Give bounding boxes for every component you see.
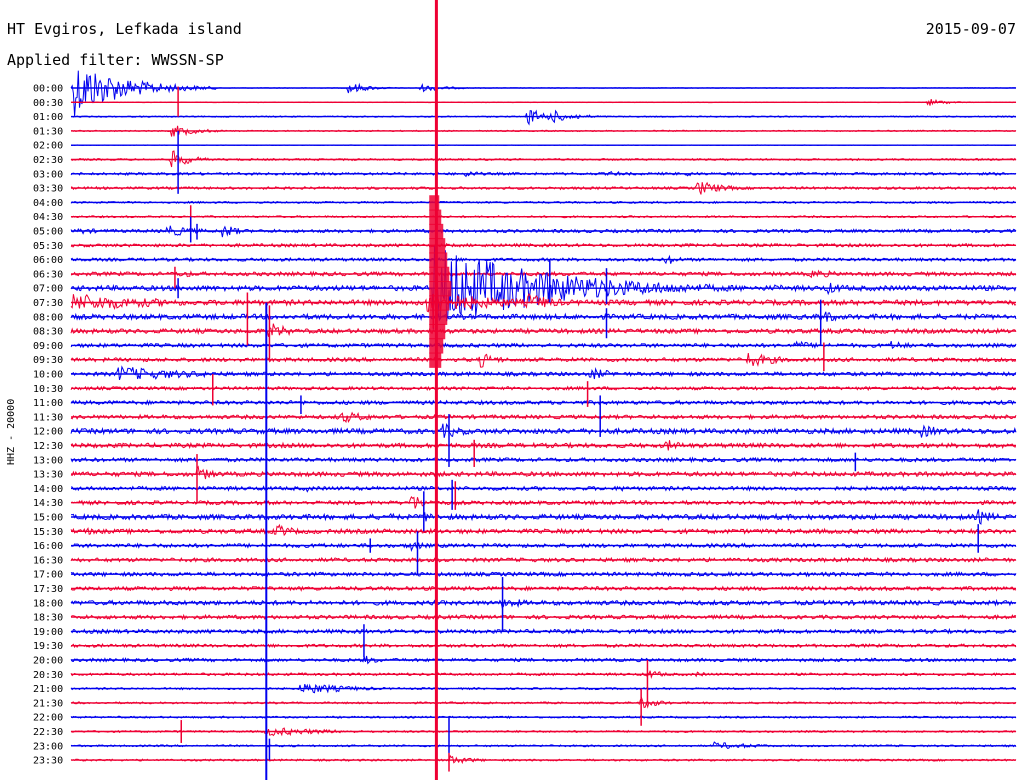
time-label: 09:00 [33, 341, 63, 352]
trace-0000 [70, 70, 1017, 117]
trace-2330 [70, 754, 1017, 765]
time-label: 04:30 [33, 212, 63, 223]
time-label: 22:00 [33, 713, 63, 724]
time-label: 18:30 [33, 613, 63, 624]
mainshock-block [429, 295, 450, 311]
time-label: 20:30 [33, 670, 63, 681]
trace-0830 [70, 323, 1017, 337]
time-label: 17:30 [33, 584, 63, 595]
mainshock-block [429, 252, 448, 268]
time-label: 11:00 [33, 398, 63, 409]
time-label: 22:30 [33, 727, 63, 738]
trace-1800 [70, 598, 1017, 610]
time-label: 18:00 [33, 598, 63, 609]
time-label: 02:00 [33, 141, 63, 152]
time-label: 20:00 [33, 656, 63, 667]
time-label: 23:00 [33, 741, 63, 752]
trace-1430 [70, 496, 1017, 509]
time-label: 12:00 [33, 427, 63, 438]
time-label: 13:00 [33, 455, 63, 466]
trace-0800 [70, 311, 1017, 322]
time-label: 06:30 [33, 269, 63, 280]
channel-label: HHZ - 20000 [6, 399, 17, 465]
time-label: 15:00 [33, 513, 63, 524]
time-label: 01:00 [33, 112, 63, 123]
mainshock-block [429, 309, 448, 325]
time-label: 13:30 [33, 470, 63, 481]
trace-0700 [70, 245, 1017, 330]
mainshock-block [429, 281, 452, 297]
time-labels: 00:00 00:30 01:00 01:30 02:00 02:30 03:00 03:30… [33, 84, 63, 767]
date-label: 2015-09-07 [925, 20, 1016, 38]
time-label: 23:30 [33, 756, 63, 767]
time-label: 10:00 [33, 370, 63, 381]
time-label: 01:30 [33, 126, 63, 137]
time-label: 16:30 [33, 555, 63, 566]
time-label: 04:00 [33, 198, 63, 209]
time-label: 07:00 [33, 284, 63, 295]
time-label: 09:30 [33, 355, 63, 366]
trace-0900 [70, 340, 1017, 350]
trace-1830 [70, 613, 1017, 621]
trace-2030 [70, 670, 1017, 679]
time-label: 14:00 [33, 484, 63, 495]
time-label: 05:00 [33, 227, 63, 238]
time-label: 15:30 [33, 527, 63, 538]
trace-1530 [70, 523, 1017, 537]
time-label: 21:00 [33, 684, 63, 695]
trace-1330 [70, 465, 1017, 480]
trace-0400 [70, 200, 1017, 205]
station-title: HT Evgiros, Lefkada island [7, 20, 242, 38]
time-label: 00:00 [33, 84, 63, 95]
time-label: 00:30 [33, 98, 63, 109]
time-label: 21:30 [33, 698, 63, 709]
trace-group [70, 0, 1017, 780]
time-label: 10:30 [33, 384, 63, 395]
time-label: 19:30 [33, 641, 63, 652]
trace-1600 [70, 541, 1017, 552]
time-label: 03:30 [33, 184, 63, 195]
time-label: 08:30 [33, 327, 63, 338]
trace-0500 [70, 225, 1017, 238]
time-label: 08:00 [33, 312, 63, 323]
mainshock-block [429, 266, 450, 283]
time-label: 19:00 [33, 627, 63, 638]
time-label: 17:00 [33, 570, 63, 581]
time-label: 06:00 [33, 255, 63, 266]
time-label: 11:30 [33, 412, 63, 423]
time-label: 05:30 [33, 241, 63, 252]
time-label: 14:30 [33, 498, 63, 509]
trace-1230 [70, 440, 1017, 451]
time-label: 03:00 [33, 169, 63, 180]
time-label: 12:30 [33, 441, 63, 452]
trace-0100 [70, 109, 1017, 126]
filter-label: Applied filter: WWSSN-SP [7, 51, 224, 69]
time-label: 16:00 [33, 541, 63, 552]
trace-0630 [70, 269, 1017, 279]
mainshock-block [429, 195, 440, 211]
time-label: 02:30 [33, 155, 63, 166]
time-label: 07:30 [33, 298, 63, 309]
